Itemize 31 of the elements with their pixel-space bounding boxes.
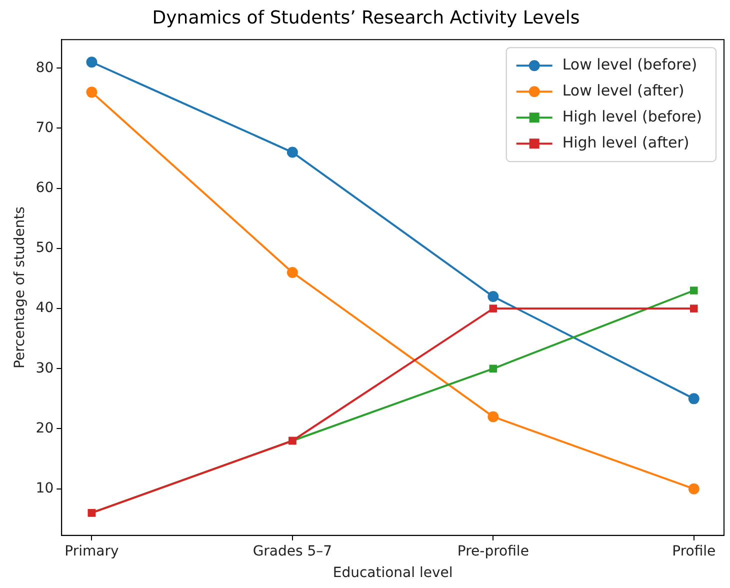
point xyxy=(86,56,98,68)
chart-title: Dynamics of Students’ Research Activity Levels xyxy=(152,7,580,28)
point xyxy=(488,411,499,422)
point xyxy=(86,86,98,98)
y-tick-label: 20 xyxy=(36,420,54,436)
x-tick-label: Primary xyxy=(64,543,119,560)
x-tick-label: Pre-profile xyxy=(457,543,529,560)
point xyxy=(489,364,498,373)
y-axis-title: Percentage of students xyxy=(12,206,28,368)
y-tick-label: 80 xyxy=(36,60,54,76)
x-axis-title: Educational level xyxy=(332,565,453,582)
point xyxy=(286,266,298,278)
legend-label: High level (after) xyxy=(562,133,690,152)
y-tick-label: 30 xyxy=(36,360,54,376)
point xyxy=(489,304,498,312)
point xyxy=(286,146,298,158)
legend-label: Low level (after) xyxy=(562,81,684,100)
x-tick-label: Grades 5–7 xyxy=(252,543,332,560)
legend-label: High level (before) xyxy=(562,107,702,126)
point xyxy=(688,393,700,404)
point xyxy=(488,291,499,302)
y-tick-label: 10 xyxy=(36,480,54,496)
x-tick-label: Profile xyxy=(672,543,716,560)
point xyxy=(690,286,698,294)
y-tick-label: 70 xyxy=(36,120,54,136)
y-tick-label: 50 xyxy=(36,240,54,256)
point xyxy=(690,304,698,312)
point xyxy=(688,483,700,494)
y-tick-label: 60 xyxy=(36,180,54,196)
legend-label: Low level (before) xyxy=(562,55,698,74)
y-tick-label: 40 xyxy=(36,300,54,316)
